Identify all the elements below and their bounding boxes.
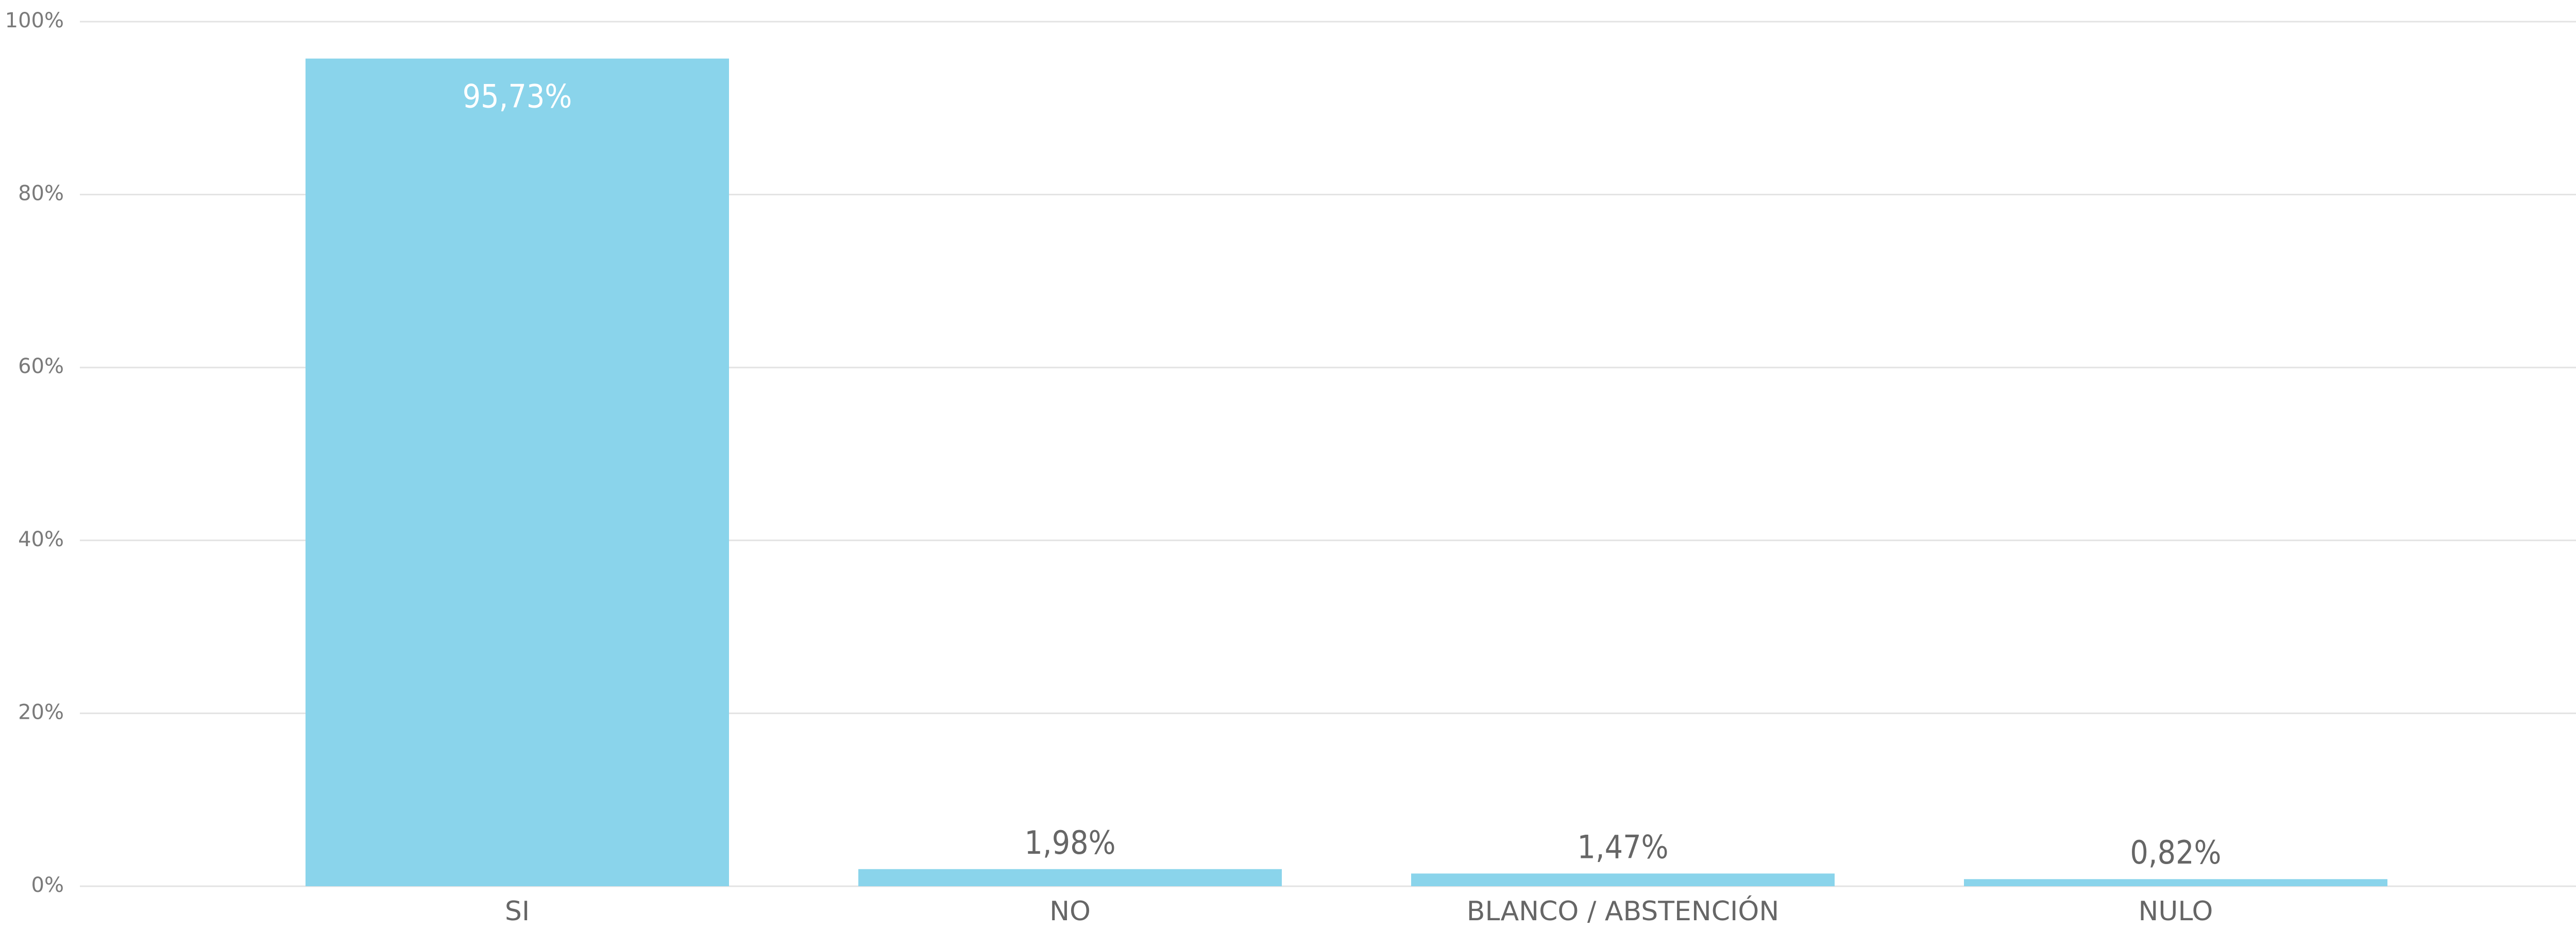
y-tick-label: 100% (5, 9, 64, 32)
y-tick-label: 0% (31, 873, 64, 897)
y-tick-label: 60% (18, 354, 64, 378)
bar (306, 58, 729, 886)
data-label: 1,47% (1577, 828, 1668, 866)
data-label: 1,98% (1024, 824, 1115, 862)
x-tick-label: NO (1049, 896, 1091, 927)
y-axis-tick-labels: 0% 20% 40% 60% 80% 100% (5, 9, 64, 897)
bar (1964, 879, 2387, 886)
bar (1411, 873, 1835, 886)
x-tick-label: NULO (2138, 896, 2213, 927)
x-tick-label: BLANCO / ABSTENCIÓN (1467, 895, 1779, 927)
y-tick-label: 80% (18, 182, 64, 206)
data-labels: 95,73% 1,98% 1,47% 0,82% (463, 78, 2222, 872)
data-label: 0,82% (2130, 834, 2221, 871)
x-axis-tick-labels: SI NO BLANCO / ABSTENCIÓN NULO (505, 895, 2213, 927)
data-label: 95,73% (463, 78, 572, 115)
bar (858, 869, 1282, 886)
y-tick-label: 40% (18, 528, 64, 551)
y-tick-label: 20% (18, 700, 64, 724)
x-tick-label: SI (505, 896, 530, 927)
bars (306, 58, 2387, 886)
